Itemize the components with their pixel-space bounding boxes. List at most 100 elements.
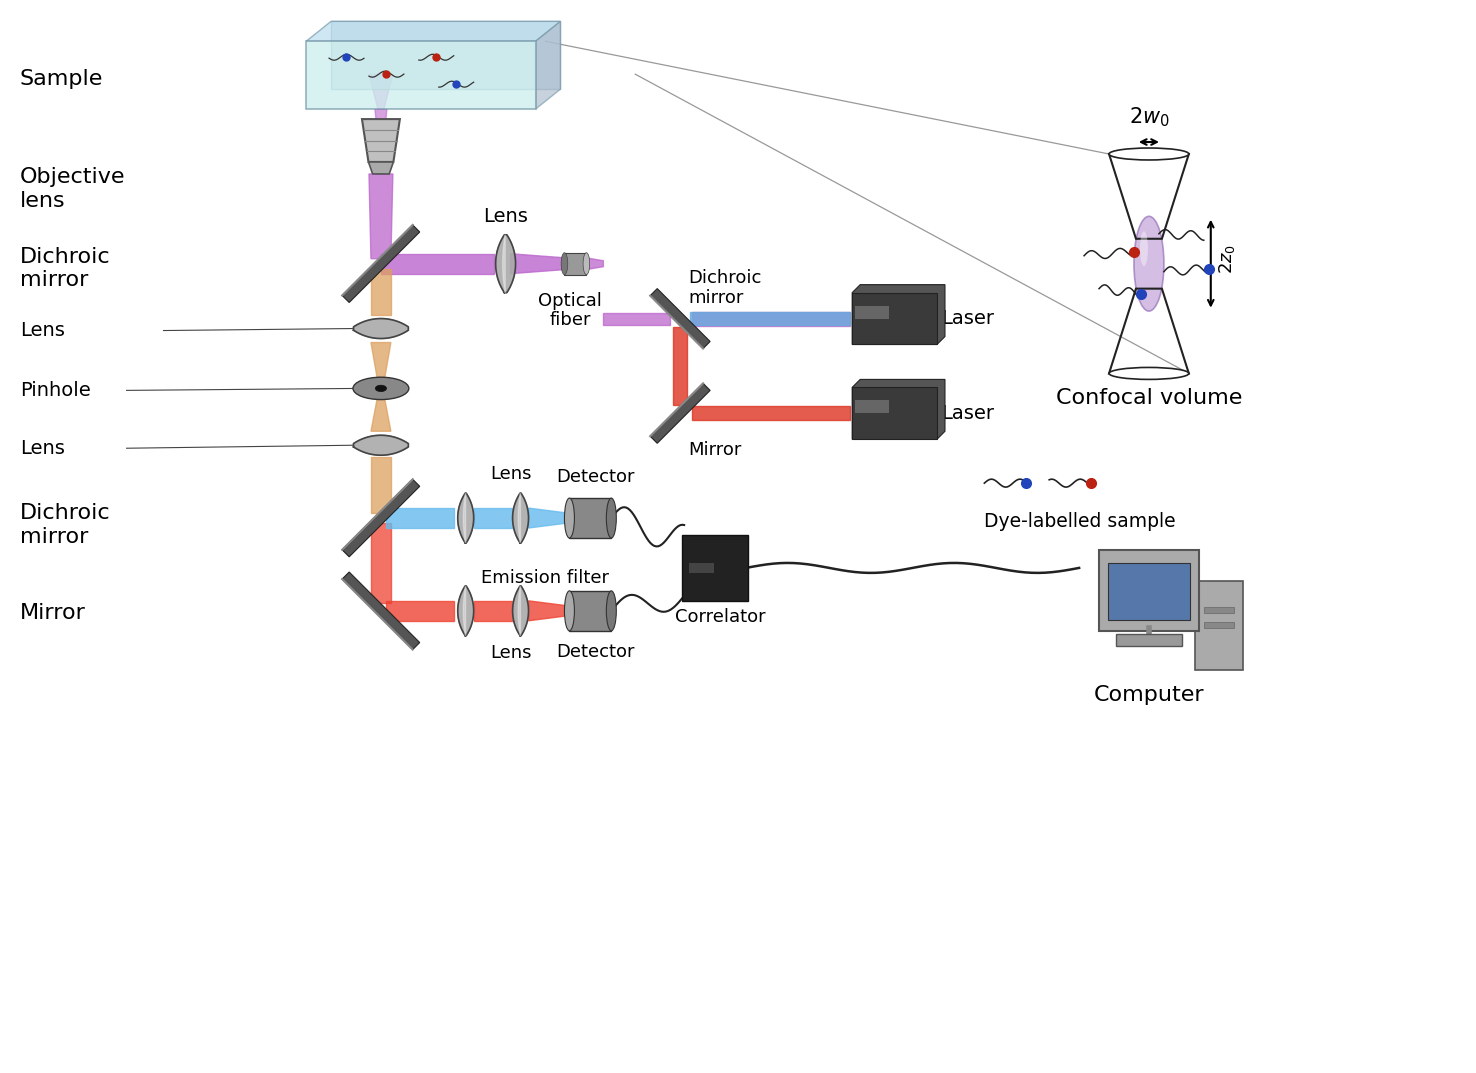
Polygon shape — [353, 319, 409, 338]
Text: Correlator: Correlator — [675, 607, 766, 626]
FancyBboxPatch shape — [855, 400, 889, 413]
Polygon shape — [362, 119, 400, 162]
Text: Detector: Detector — [556, 468, 635, 486]
Text: Computer: Computer — [1094, 685, 1204, 705]
Text: Laser: Laser — [942, 309, 995, 328]
Polygon shape — [376, 149, 385, 174]
Polygon shape — [512, 586, 528, 635]
Text: Mirror: Mirror — [688, 441, 741, 459]
Polygon shape — [518, 586, 521, 635]
Polygon shape — [496, 235, 515, 293]
Text: Dichroic
mirror: Dichroic mirror — [19, 503, 111, 546]
FancyBboxPatch shape — [689, 563, 714, 573]
Text: Lens: Lens — [19, 439, 65, 458]
Text: Emission filter: Emission filter — [481, 570, 608, 587]
Polygon shape — [852, 284, 945, 344]
FancyBboxPatch shape — [1116, 634, 1182, 646]
Polygon shape — [458, 586, 474, 635]
Polygon shape — [518, 494, 521, 543]
Polygon shape — [463, 494, 465, 543]
Ellipse shape — [561, 253, 568, 275]
Ellipse shape — [607, 498, 617, 538]
Polygon shape — [691, 312, 850, 325]
Polygon shape — [369, 74, 393, 109]
Polygon shape — [342, 480, 419, 557]
FancyBboxPatch shape — [1098, 550, 1200, 631]
Polygon shape — [370, 523, 391, 603]
Polygon shape — [512, 494, 528, 543]
Ellipse shape — [353, 378, 409, 399]
Text: Pinhole: Pinhole — [19, 381, 90, 400]
Text: Lens: Lens — [19, 321, 65, 340]
Polygon shape — [353, 436, 409, 455]
Polygon shape — [570, 591, 611, 631]
Polygon shape — [503, 235, 505, 293]
Polygon shape — [370, 457, 391, 513]
Text: Dichroic
mirror: Dichroic mirror — [19, 247, 111, 291]
Ellipse shape — [607, 591, 617, 631]
Text: Sample: Sample — [19, 69, 103, 89]
FancyBboxPatch shape — [852, 293, 937, 344]
Text: Dye-labelled sample: Dye-labelled sample — [984, 512, 1176, 530]
Polygon shape — [649, 289, 710, 349]
Ellipse shape — [564, 498, 574, 538]
FancyBboxPatch shape — [1204, 607, 1234, 613]
Polygon shape — [511, 253, 564, 274]
Text: Optical
fiber: Optical fiber — [539, 292, 602, 329]
Polygon shape — [692, 311, 850, 325]
FancyBboxPatch shape — [682, 535, 748, 601]
Polygon shape — [528, 509, 576, 528]
Polygon shape — [369, 162, 394, 174]
Polygon shape — [474, 509, 512, 528]
Polygon shape — [586, 258, 604, 269]
Polygon shape — [370, 389, 391, 431]
Polygon shape — [528, 601, 576, 621]
Text: $2z_0$: $2z_0$ — [1216, 244, 1237, 274]
Polygon shape — [570, 498, 611, 538]
Ellipse shape — [1108, 148, 1188, 160]
Polygon shape — [331, 21, 561, 89]
Polygon shape — [369, 174, 393, 259]
Polygon shape — [692, 407, 850, 421]
Text: Mirror: Mirror — [19, 603, 86, 622]
Polygon shape — [852, 380, 945, 439]
FancyBboxPatch shape — [1194, 580, 1243, 670]
Polygon shape — [342, 225, 419, 303]
Text: Objective
lens: Objective lens — [19, 167, 125, 210]
Polygon shape — [370, 342, 391, 388]
FancyBboxPatch shape — [855, 306, 889, 319]
Polygon shape — [463, 586, 465, 635]
Text: Detector: Detector — [556, 643, 635, 661]
Polygon shape — [375, 109, 387, 149]
FancyBboxPatch shape — [852, 387, 937, 439]
Text: Lens: Lens — [490, 644, 531, 662]
Ellipse shape — [564, 591, 574, 631]
FancyBboxPatch shape — [1107, 563, 1190, 620]
Polygon shape — [673, 326, 688, 406]
Polygon shape — [385, 601, 453, 621]
Ellipse shape — [1134, 217, 1165, 311]
Text: $2w_0$: $2w_0$ — [1129, 105, 1169, 129]
FancyBboxPatch shape — [306, 41, 536, 109]
Polygon shape — [564, 253, 586, 275]
Polygon shape — [381, 253, 493, 274]
Polygon shape — [474, 601, 512, 621]
Ellipse shape — [1139, 232, 1148, 266]
Polygon shape — [306, 21, 561, 41]
Polygon shape — [536, 21, 561, 109]
Polygon shape — [342, 572, 419, 649]
Text: Lens: Lens — [483, 207, 528, 225]
Ellipse shape — [583, 253, 590, 275]
FancyBboxPatch shape — [1204, 621, 1234, 628]
Ellipse shape — [375, 385, 387, 392]
Polygon shape — [458, 494, 474, 543]
Polygon shape — [370, 268, 391, 314]
Text: Confocal volume: Confocal volume — [1055, 388, 1243, 409]
Ellipse shape — [1108, 367, 1188, 380]
Text: Laser: Laser — [942, 403, 995, 423]
Polygon shape — [604, 312, 670, 324]
Polygon shape — [649, 383, 710, 443]
Text: Dichroic
mirror: Dichroic mirror — [688, 269, 762, 307]
Text: Lens: Lens — [490, 465, 531, 483]
Polygon shape — [385, 509, 453, 528]
